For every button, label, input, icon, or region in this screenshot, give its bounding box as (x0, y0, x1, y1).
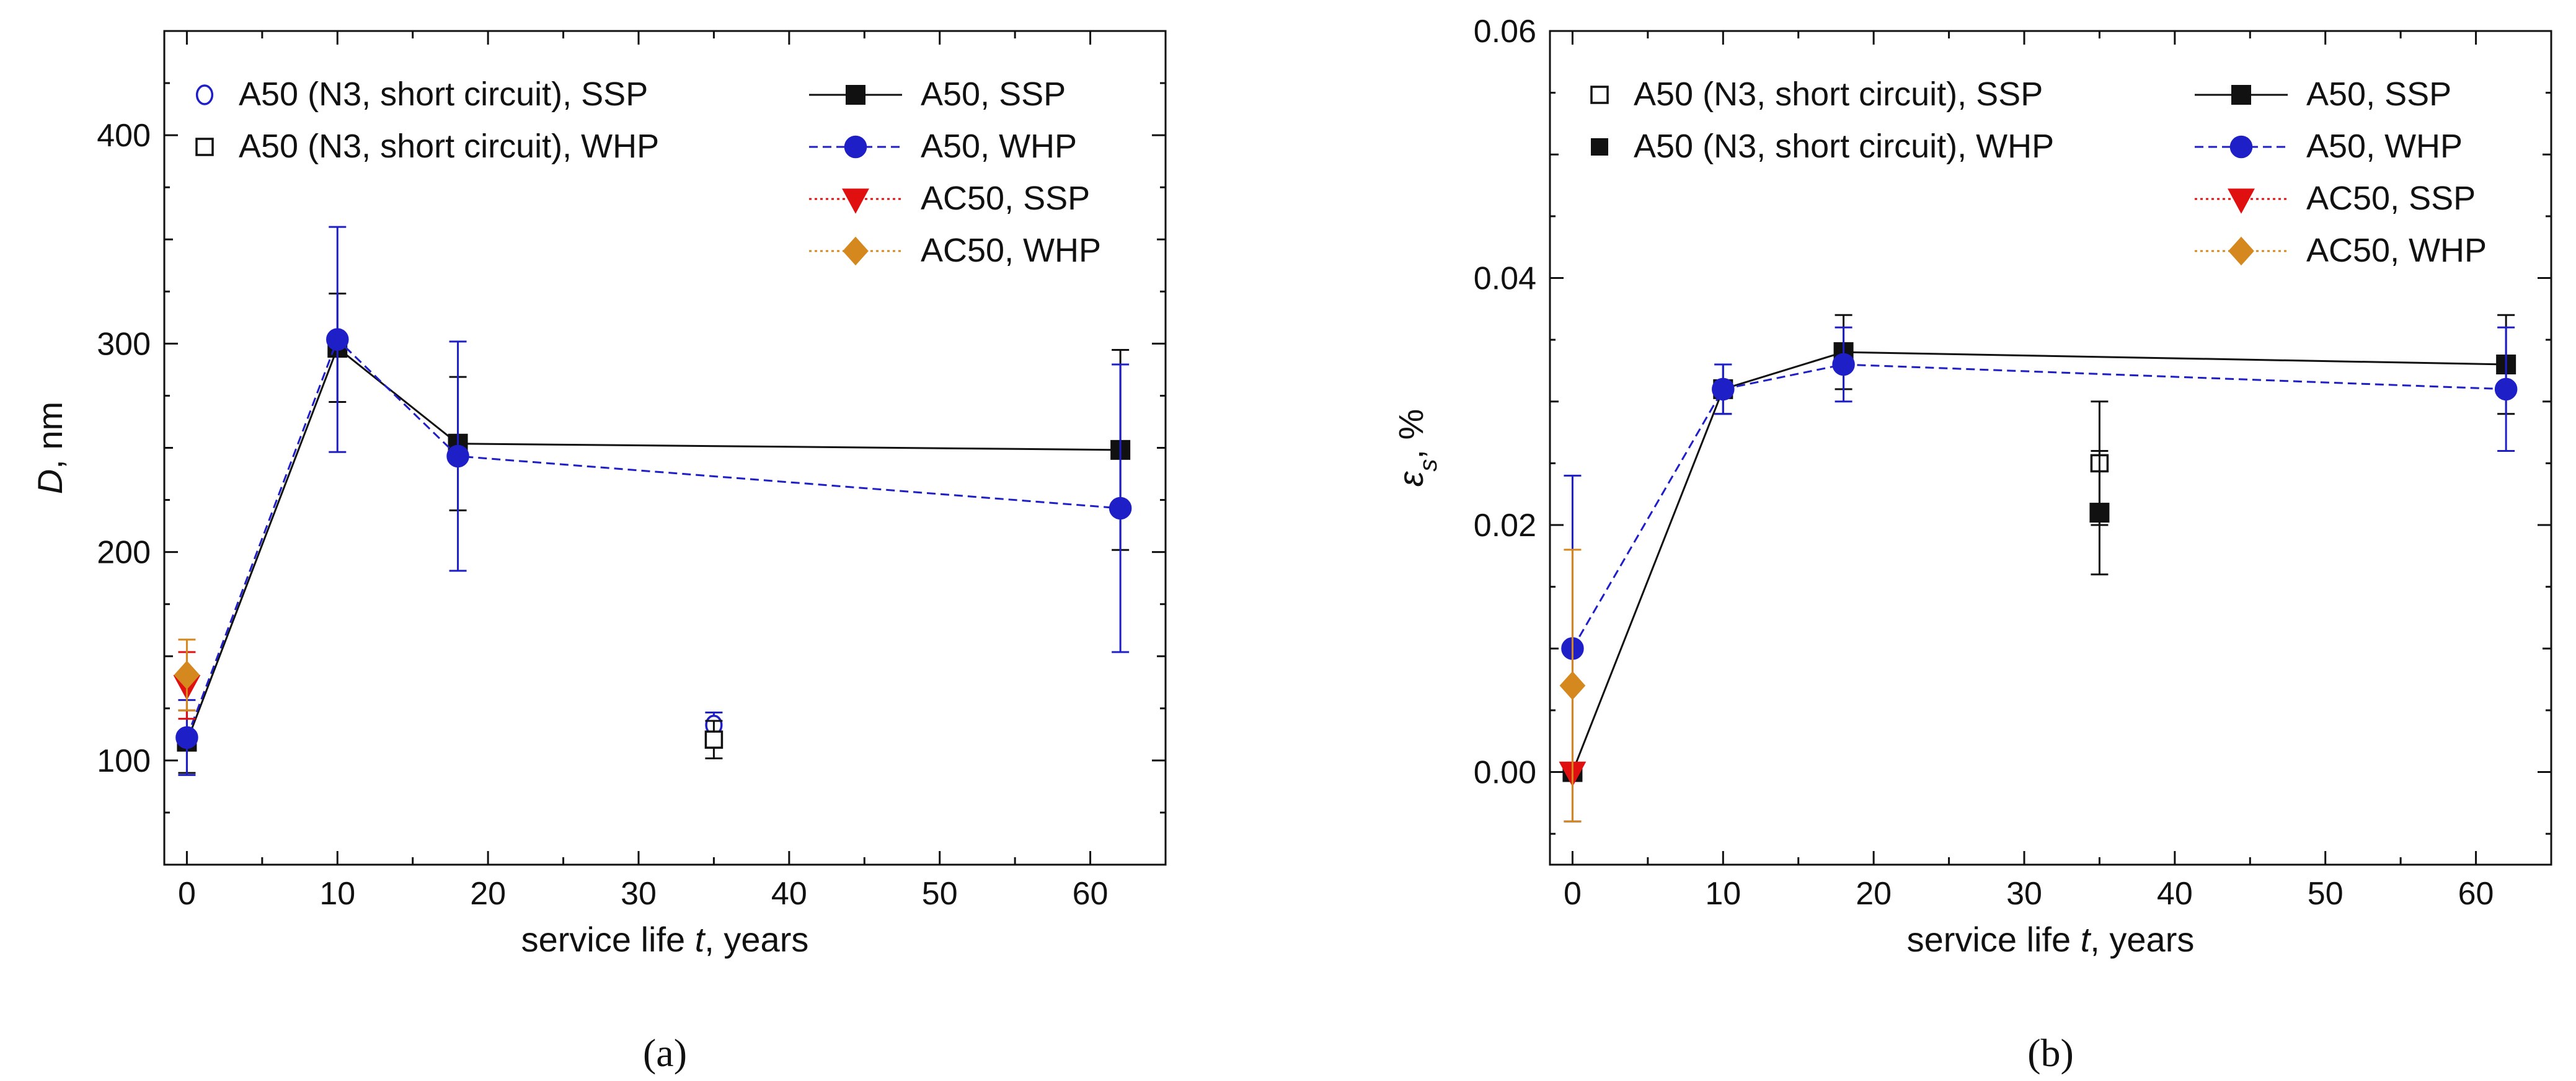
data-point (446, 444, 469, 468)
legend-entry: AC50, SSP (809, 180, 1090, 217)
x-tick-label: 40 (771, 876, 807, 912)
y-tick-label: 0.06 (1474, 14, 1536, 50)
panel-label: (b) (2027, 1031, 2074, 1075)
legend-marker (842, 188, 869, 214)
legend-entry: AC50, WHP (2195, 232, 2487, 269)
y-tick-label: 300 (97, 326, 151, 362)
y-tick-label: 400 (97, 118, 151, 154)
y-axis-title: εs, % (1391, 409, 1442, 487)
legend-entry: AC50, WHP (809, 232, 1101, 269)
x-tick-label: 50 (2308, 876, 2344, 912)
legend-marker (846, 85, 865, 105)
legend-label: A50 (N3, short circuit), WHP (1634, 128, 2054, 165)
series-a50-ssp (177, 293, 1131, 774)
series-line (186, 337, 1121, 738)
legend-marker (195, 138, 214, 156)
legend-label: AC50, WHP (2306, 232, 2487, 269)
legend-label: A50 (N3, short circuit), SSP (239, 76, 648, 113)
series-ac50-whp (1559, 549, 1586, 823)
data-point (1559, 671, 1586, 700)
data-point (326, 328, 349, 351)
legend-marker (843, 236, 869, 266)
legend-marker (1590, 86, 1609, 104)
series-a50-whp (1561, 326, 2518, 823)
legend-marker (195, 84, 214, 105)
legend-entry: AC50, SSP (2195, 180, 2476, 217)
legend-entry: A50 (N3, short circuit), SSP (195, 76, 648, 113)
x-tick-label: 0 (1564, 876, 1582, 912)
data-point (2089, 503, 2110, 523)
data-point (175, 726, 198, 749)
x-axis-title: service life t, years (521, 920, 809, 959)
series-ac50-whp (174, 638, 200, 712)
y-axis-title: D, nm (30, 402, 69, 494)
legend-entry: A50 (N3, short circuit), WHP (195, 128, 659, 165)
legend-marker (844, 135, 867, 159)
legend-entry: A50, WHP (2195, 128, 2463, 165)
x-tick-label: 0 (178, 876, 196, 912)
series-line (1572, 363, 2507, 650)
series-a50-n3-short-circuit-whp (2089, 449, 2110, 576)
legend-marker (2228, 188, 2255, 214)
legend-label: A50, WHP (2306, 128, 2463, 165)
legend-entry: A50, WHP (809, 128, 1077, 165)
series-a50-whp (175, 226, 1132, 776)
data-point (704, 730, 724, 749)
legend-marker (2229, 135, 2253, 159)
x-tick-label: 10 (319, 876, 355, 912)
legend-label: A50 (N3, short circuit), WHP (239, 128, 659, 165)
series-a50-ssp (1562, 314, 2516, 782)
data-point (1712, 377, 1735, 401)
legend-label: AC50, WHP (921, 232, 1101, 269)
panel-label: (a) (643, 1031, 687, 1075)
legend-entry: A50 (N3, short circuit), WHP (1591, 128, 2054, 165)
y-tick-label: 0.02 (1474, 508, 1536, 544)
plot-frame (1549, 30, 2552, 866)
x-axis-title: service life t, years (1907, 920, 2195, 959)
x-tick-label: 30 (2006, 876, 2042, 912)
x-tick-label: 10 (1705, 876, 1741, 912)
legend-label: AC50, SSP (921, 180, 1090, 217)
legend-marker (1591, 138, 1608, 156)
x-tick-label: 60 (1073, 876, 1109, 912)
legend-label: A50, SSP (921, 76, 1066, 113)
chart-panel-b: 0 10 20 30 40 50 60 0.00 0.02 0.04 0.06 service lif… (1391, 14, 2552, 1075)
legend-label: AC50, SSP (2306, 180, 2476, 217)
y-tick-label: 0.00 (1474, 755, 1536, 791)
legend-marker (2231, 85, 2251, 105)
x-tick-label: 50 (922, 876, 958, 912)
data-point (1109, 496, 1132, 520)
x-tick-label: 20 (1856, 876, 1892, 912)
legend-entry: A50, SSP (2195, 76, 2451, 113)
y-tick-label: 100 (97, 743, 151, 779)
x-tick-label: 20 (470, 876, 506, 912)
series-line (1572, 351, 2507, 773)
legend-entry: A50, SSP (809, 76, 1066, 113)
y-tick-label: 200 (97, 535, 151, 571)
data-point (174, 660, 200, 690)
series-a50-n3-short-circuit-whp (704, 720, 724, 760)
x-tick-label: 30 (621, 876, 657, 912)
legend-label: A50 (N3, short circuit), SSP (1634, 76, 2043, 113)
legend-entry: A50 (N3, short circuit), SSP (1590, 76, 2043, 113)
series-line (186, 346, 1121, 743)
x-tick-label: 40 (2157, 876, 2193, 912)
data-point (2494, 377, 2518, 401)
legend-label: A50, WHP (921, 128, 1077, 165)
x-tick-label: 60 (2458, 876, 2494, 912)
legend-marker (2228, 236, 2254, 266)
chart-panel-a: 0 10 20 30 40 50 60 100 200 300 400 service life t,… (30, 30, 1167, 1075)
data-point (1832, 353, 1855, 376)
legend-label: A50, SSP (2306, 76, 2451, 113)
y-tick-label: 0.04 (1474, 261, 1536, 297)
